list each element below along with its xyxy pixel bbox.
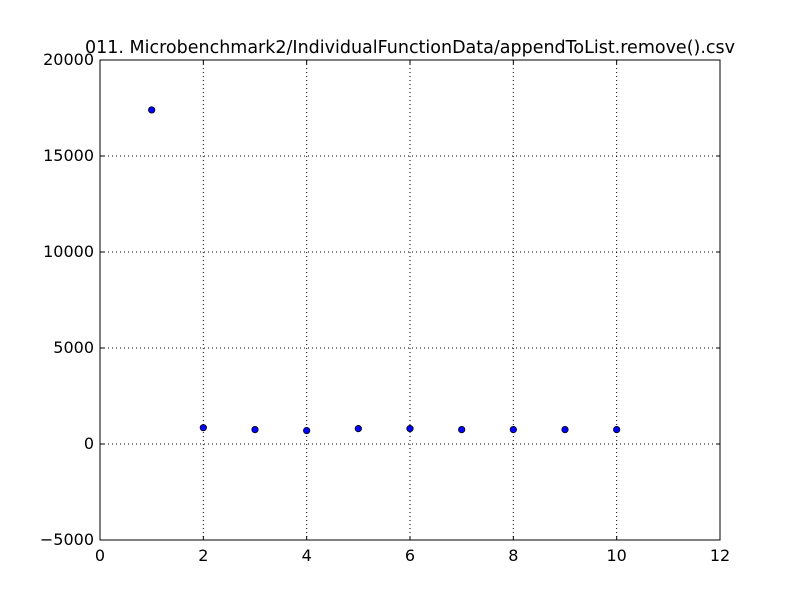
y-tick-label: 20000 bbox=[43, 50, 94, 69]
data-point bbox=[613, 425, 621, 434]
y-tick-label: 10000 bbox=[43, 242, 94, 261]
data-point bbox=[509, 425, 517, 434]
data-points bbox=[148, 106, 621, 435]
x-tick-label: 0 bbox=[95, 546, 105, 565]
grid-lines bbox=[100, 60, 720, 540]
x-tick-label: 4 bbox=[302, 546, 312, 565]
data-point bbox=[354, 425, 362, 433]
x-tick-label: 12 bbox=[710, 546, 730, 565]
data-point bbox=[148, 106, 156, 114]
y-tick-label: 0 bbox=[84, 434, 94, 453]
y-tick-label: 5000 bbox=[53, 338, 94, 357]
x-tick-label: 10 bbox=[606, 546, 626, 565]
plot-frame bbox=[99, 59, 721, 541]
x-tick-label: 6 bbox=[405, 546, 415, 565]
x-tick-label: 8 bbox=[508, 546, 518, 565]
data-point bbox=[561, 425, 569, 434]
data-point bbox=[199, 424, 207, 432]
x-tick-label: 2 bbox=[198, 546, 208, 565]
data-point bbox=[458, 425, 466, 434]
y-tick-label: 15000 bbox=[43, 146, 94, 165]
data-point bbox=[303, 426, 311, 435]
y-tick-label: −5000 bbox=[40, 530, 94, 549]
data-point bbox=[251, 425, 259, 434]
chart-title: 011. Microbenchmark2/IndividualFunctionD… bbox=[85, 38, 735, 58]
data-point bbox=[406, 425, 414, 433]
